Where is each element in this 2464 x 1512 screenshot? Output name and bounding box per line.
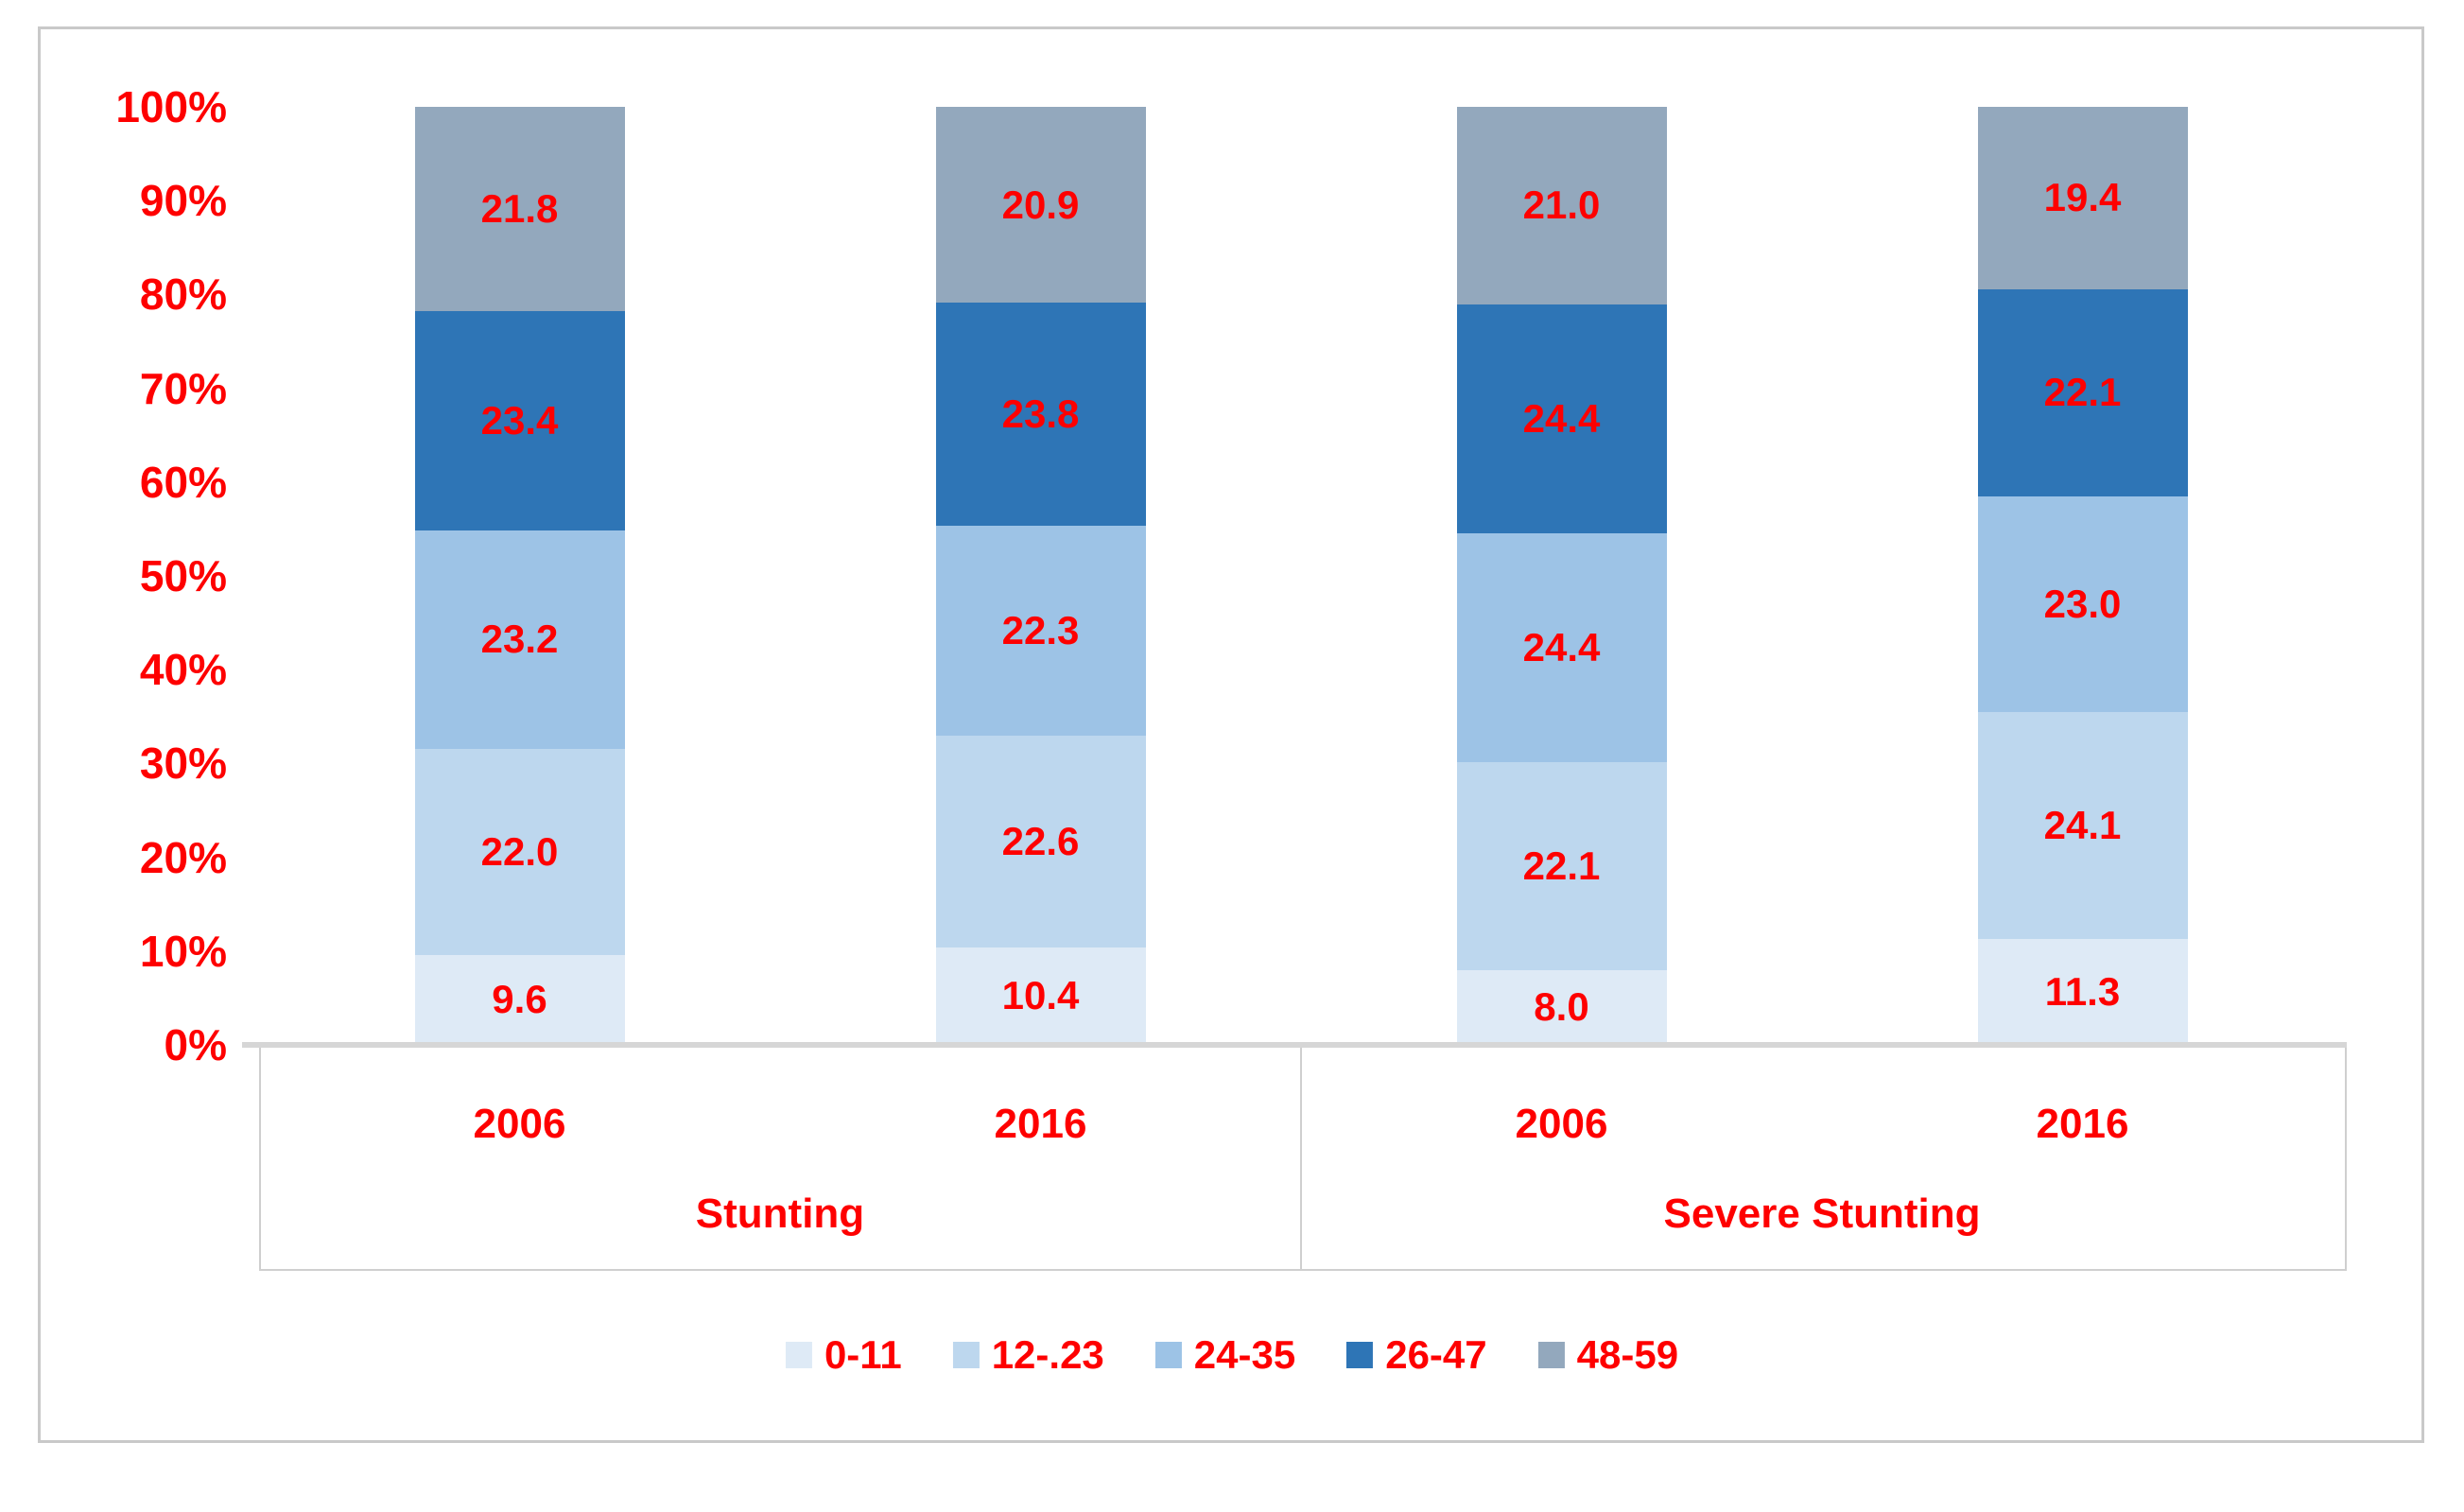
data-label: 22.6 xyxy=(1001,818,1080,863)
data-label: 21.8 xyxy=(480,186,559,232)
data-label: 22.3 xyxy=(1001,608,1080,653)
y-axis-tick-label: 10% xyxy=(139,926,227,976)
data-label: 8.0 xyxy=(1534,984,1589,1030)
legend-label: 48-59 xyxy=(1576,1332,1679,1377)
x-axis-group-label: Severe Stunting xyxy=(1663,1190,1981,1237)
bar-segment-12-.23: 22.0 xyxy=(414,748,625,955)
bar-segment-12-.23: 22.6 xyxy=(935,735,1146,947)
x-axis-year-label: 2016 xyxy=(994,1101,1087,1147)
legend-label: 24-35 xyxy=(1193,1332,1296,1377)
y-axis-tick-label: 20% xyxy=(139,832,227,882)
x-axis-year-label: 2006 xyxy=(1515,1101,1608,1147)
bar-segment-26-47: 22.1 xyxy=(1977,288,2188,497)
bar-segment-48-59: 21.0 xyxy=(1456,107,1667,304)
bar-segment-26-47: 24.4 xyxy=(1456,304,1667,533)
bar-segment-0-11: 11.3 xyxy=(1977,938,2188,1045)
data-label: 19.4 xyxy=(2043,175,2122,220)
data-label: 23.2 xyxy=(480,617,559,662)
y-axis-tick-label: 50% xyxy=(139,551,227,600)
data-label: 24.4 xyxy=(1522,395,1601,441)
y-axis-tick-label: 0% xyxy=(164,1020,227,1069)
bar-segment-0-11: 8.0 xyxy=(1456,969,1667,1046)
data-label: 21.0 xyxy=(1522,182,1601,228)
data-label: 10.4 xyxy=(1001,973,1080,1018)
bar-segment-0-11: 10.4 xyxy=(935,947,1146,1045)
bar-segment-48-59: 20.9 xyxy=(935,107,1146,304)
y-axis-tick-label: 40% xyxy=(139,645,227,695)
x-axis-line xyxy=(242,1042,2347,1048)
category-axis-box xyxy=(259,1048,2347,1271)
data-label: 24.4 xyxy=(1522,624,1601,669)
x-axis-year-label: 2016 xyxy=(2036,1101,2129,1147)
y-axis-tick-label: 70% xyxy=(139,363,227,413)
bar-segment-24-35: 22.3 xyxy=(935,526,1146,736)
data-label: 23.8 xyxy=(1001,391,1080,437)
bar-segment-26-47: 23.8 xyxy=(935,303,1146,527)
data-label: 22.1 xyxy=(2043,370,2122,415)
legend-swatch-icon xyxy=(1346,1342,1374,1368)
data-label: 22.0 xyxy=(480,828,559,874)
stacked-bar-severe-stunting-2006: 21.0 24.4 24.4 22.1 8.0 xyxy=(1456,107,1667,1046)
legend-item-0-11: 0-11 xyxy=(785,1332,902,1377)
bar-segment-48-59: 21.8 xyxy=(414,107,625,312)
legend-label: 0-11 xyxy=(824,1332,902,1377)
bar-segment-26-47: 23.4 xyxy=(414,311,625,531)
bar-segment-24-35: 23.2 xyxy=(414,530,625,749)
legend-label: 12-.23 xyxy=(991,1332,1104,1377)
category-group-divider xyxy=(1300,1048,1302,1269)
stacked-bar-stunting-2016: 20.9 23.8 22.3 22.6 10.4 xyxy=(935,107,1146,1045)
data-label: 11.3 xyxy=(2044,968,2121,1014)
legend-swatch-icon xyxy=(785,1342,812,1368)
x-axis-group-label: Stunting xyxy=(695,1190,865,1237)
legend-label: 26-47 xyxy=(1385,1332,1487,1377)
bar-segment-24-35: 24.4 xyxy=(1456,532,1667,763)
data-label: 22.1 xyxy=(1522,843,1601,888)
legend-item-24-35: 24-35 xyxy=(1154,1332,1296,1377)
legend-swatch-icon xyxy=(1537,1342,1565,1368)
x-axis-year-label: 2006 xyxy=(473,1101,566,1147)
data-label: 9.6 xyxy=(492,977,547,1022)
legend-item-48-59: 48-59 xyxy=(1537,1332,1679,1377)
stacked-bar-stunting-2006: 21.8 23.4 23.2 22.0 9.6 xyxy=(414,107,625,1045)
bar-segment-24-35: 23.0 xyxy=(1977,496,2188,713)
bar-segment-0-11: 9.6 xyxy=(414,954,625,1045)
stacked-bar-severe-stunting-2016: 19.4 22.1 23.0 24.1 11.3 xyxy=(1977,107,2188,1045)
y-axis-tick-label: 100% xyxy=(115,82,227,131)
legend-swatch-icon xyxy=(1154,1342,1182,1368)
legend-item-26-47: 26-47 xyxy=(1346,1332,1487,1377)
y-axis-tick-label: 30% xyxy=(139,739,227,789)
data-label: 23.4 xyxy=(480,398,559,443)
legend-swatch-icon xyxy=(952,1342,980,1368)
y-axis-tick-label: 80% xyxy=(139,269,227,320)
legend-item-12-.23: 12-.23 xyxy=(952,1332,1104,1377)
y-axis-tick-label: 90% xyxy=(139,176,227,226)
data-label: 20.9 xyxy=(1001,182,1080,227)
y-axis-tick-label: 60% xyxy=(139,457,227,507)
bar-segment-12-.23: 22.1 xyxy=(1456,762,1667,970)
bar-segment-48-59: 19.4 xyxy=(1977,107,2188,289)
data-label: 23.0 xyxy=(2043,582,2122,627)
data-label: 24.1 xyxy=(2043,803,2122,848)
bar-segment-12-.23: 24.1 xyxy=(1977,712,2188,939)
legend: 0-11 12-.23 24-35 26-47 48-59 xyxy=(785,1332,1679,1377)
